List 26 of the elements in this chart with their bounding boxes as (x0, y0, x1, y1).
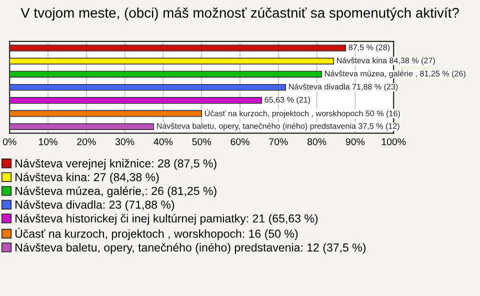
x-tick-label: 40% (154, 138, 173, 146)
x-tick-label: 0% (2, 138, 16, 146)
data-label: 87,5 % (28) (348, 44, 390, 52)
data-label: Návšteva divadla 71,88 % (23) (289, 84, 398, 92)
legend-label: Návšteva divadla: 23 (71,88 %) (16, 200, 174, 212)
data-label: Návšteva kina 84,38 % (27) (337, 57, 435, 65)
data-label: 65,63 % (21) (264, 96, 310, 104)
chart-title: V tvojom meste, (obci) máš možnosť zúčastniť sa spomenutých aktivít? (20, 7, 459, 21)
legend-label: Účasť na kurzoch, projektoch , worskhopoch: 16 (50 %) (15, 228, 298, 240)
legend-label: Návšteva historickej či inej kultúrnej pamiatky: 21 (65,63 %) (16, 214, 318, 225)
x-tick-label: 80% (307, 138, 326, 146)
data-label: Návšteva múzea, galérie , 81,25 % (26) (325, 70, 466, 78)
x-tick-label: 30% (115, 138, 134, 146)
x-tick-label: 10% (39, 138, 58, 146)
data-label: Návšteva baletu, opery, tanečného (iného) predstavenia 37,5 % (12) (157, 122, 400, 130)
x-tick-label: 70% (269, 138, 288, 146)
legend-label: Návšteva baletu, opery, tanečného (iného) predstavenia: 12 (37,5 %) (16, 242, 366, 254)
x-tick-label: 100% (382, 138, 406, 146)
x-tick-label: 60% (230, 138, 250, 146)
legend-label: Návšteva kina: 27 (84,38 %) (16, 172, 159, 184)
legend-label: Návšteva múzea, galérie,: 26 (81,25 %) (16, 186, 216, 198)
data-label: Účasť na kurzoch, projektoch , worskhopoch 50 % (16) (205, 109, 400, 118)
legend-label: Návšteva verejnej knižnice: 28 (87,5 %) (16, 158, 216, 170)
x-tick-label: 90% (346, 138, 365, 146)
x-tick-label: 50% (192, 138, 211, 146)
x-tick-label: 20% (77, 138, 96, 146)
